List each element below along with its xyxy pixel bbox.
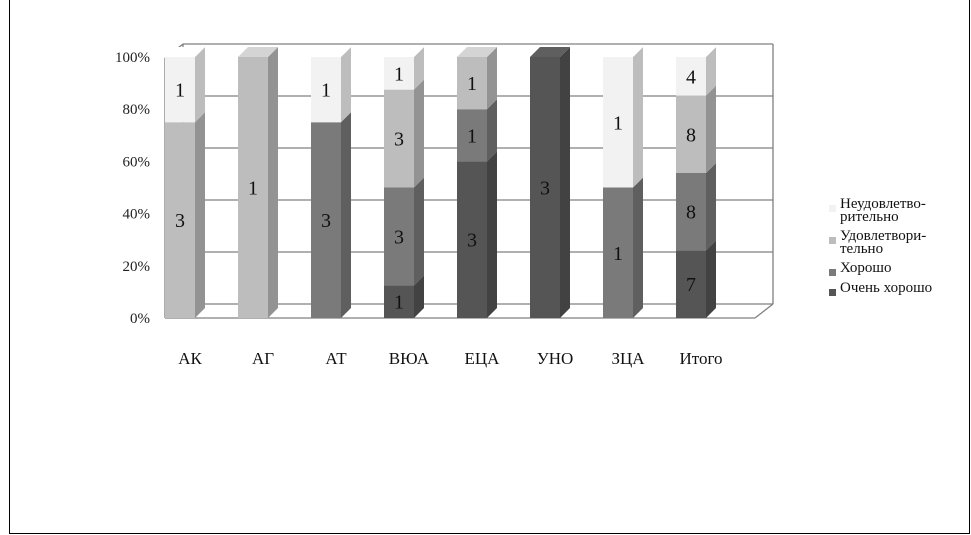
bar-segment xyxy=(165,57,195,123)
bar-segment-top xyxy=(676,47,716,57)
x-tick-label: АК xyxy=(178,349,202,368)
data-label: 3 xyxy=(394,226,404,248)
bar-segment-side xyxy=(487,47,497,110)
data-label: 1 xyxy=(467,125,477,147)
legend-label: Неудовлетво- рительно xyxy=(840,196,926,225)
bar-segment xyxy=(603,187,633,318)
bar-segment xyxy=(311,57,341,123)
legend-item: Удовлетвори- тельно xyxy=(829,228,969,257)
bar-segment xyxy=(457,109,487,162)
bar-segment xyxy=(603,57,633,188)
bar-segment-side xyxy=(414,275,424,318)
chart-frame xyxy=(9,0,970,534)
legend-item: Очень хорошо xyxy=(829,280,969,296)
bar-segment-side xyxy=(414,47,424,90)
bar-segment xyxy=(457,161,487,318)
data-label: 3 xyxy=(175,210,185,232)
bar-segment xyxy=(238,57,268,318)
bar-segment-top xyxy=(457,47,497,57)
data-label: 1 xyxy=(248,178,258,200)
bar-segment-side xyxy=(706,85,716,173)
data-label: 3 xyxy=(467,230,477,252)
bar-segment-side xyxy=(414,79,424,188)
legend-label: Очень хорошо xyxy=(840,280,933,296)
bar-segment-side xyxy=(487,99,497,162)
bar-segment-side xyxy=(560,47,570,318)
data-label: 1 xyxy=(321,80,331,102)
bar-segment-side xyxy=(414,177,424,286)
x-tick-label: УНО xyxy=(537,349,574,368)
x-tick-label: Итого xyxy=(679,349,722,368)
bar-segment-top xyxy=(238,47,278,57)
data-label: 3 xyxy=(540,178,550,200)
data-label: 8 xyxy=(686,202,696,224)
bar-segment-side xyxy=(268,47,278,318)
legend-item: Хорошо xyxy=(829,260,969,276)
legend-label: Хорошо xyxy=(840,260,892,276)
bar-segment-top xyxy=(384,47,424,57)
data-label: 3 xyxy=(394,129,404,151)
bar-segment xyxy=(311,122,341,318)
bar-segment xyxy=(676,173,706,251)
legend-swatch xyxy=(829,269,836,276)
data-label: 7 xyxy=(686,274,696,296)
data-label: 1 xyxy=(394,63,404,85)
bar-segment-side xyxy=(706,163,716,251)
y-tick-label: 100% xyxy=(115,50,150,66)
x-tick-label: ВЮА xyxy=(389,349,430,368)
bar-segment-top xyxy=(165,47,205,57)
data-label: 3 xyxy=(321,210,331,232)
bar-segment-side xyxy=(487,151,497,318)
x-tick-label: АГ xyxy=(252,349,274,368)
bar-segment xyxy=(457,57,487,110)
bar-segment-top xyxy=(311,47,351,57)
data-label: 1 xyxy=(394,292,404,314)
legend-swatch xyxy=(829,237,836,244)
bar-segment-side xyxy=(195,47,205,123)
bar-segment-side xyxy=(633,177,643,318)
bar-segment-top xyxy=(603,47,643,57)
bar-segment-side xyxy=(706,240,716,318)
legend-label: Удовлетвори- тельно xyxy=(840,228,927,257)
bar-segment-side xyxy=(195,112,205,318)
y-tick-label: 40% xyxy=(123,207,151,223)
bar-segment-side xyxy=(706,47,716,96)
y-tick-label: 20% xyxy=(123,259,151,275)
data-label: 4 xyxy=(686,66,696,88)
data-label: 1 xyxy=(613,112,623,134)
legend: Неудовлетво- рительно Удовлетвори- тельн… xyxy=(829,196,969,302)
y-tick-label: 60% xyxy=(123,154,151,170)
data-label: 1 xyxy=(613,243,623,265)
legend-item: Неудовлетво- рительно xyxy=(829,196,969,225)
legend-swatch xyxy=(829,205,836,212)
bar-segment xyxy=(384,89,414,188)
legend-swatch xyxy=(829,289,836,296)
data-label: 1 xyxy=(467,73,477,95)
data-label: 1 xyxy=(175,80,185,102)
bar-segment xyxy=(530,57,560,318)
y-tick-label: 80% xyxy=(123,102,151,118)
y-tick-label: 0% xyxy=(130,311,150,327)
floor-right-edge xyxy=(754,303,774,319)
bar-segment xyxy=(384,285,414,318)
x-tick-label: ЗЦА xyxy=(611,349,645,368)
x-tick-label: ЕЦА xyxy=(465,349,501,368)
bar-segment xyxy=(676,57,706,96)
bar-segment-side xyxy=(341,47,351,123)
bar-segment xyxy=(165,122,195,318)
bar-segment xyxy=(384,187,414,286)
bar-segment xyxy=(676,250,706,318)
data-label: 8 xyxy=(686,124,696,146)
bar-segment-side xyxy=(633,47,643,188)
bar-segment xyxy=(676,95,706,173)
bar-segment-top xyxy=(530,47,570,57)
x-tick-label: АТ xyxy=(325,349,347,368)
bar-segment xyxy=(384,57,414,90)
bar-segment-side xyxy=(341,112,351,318)
